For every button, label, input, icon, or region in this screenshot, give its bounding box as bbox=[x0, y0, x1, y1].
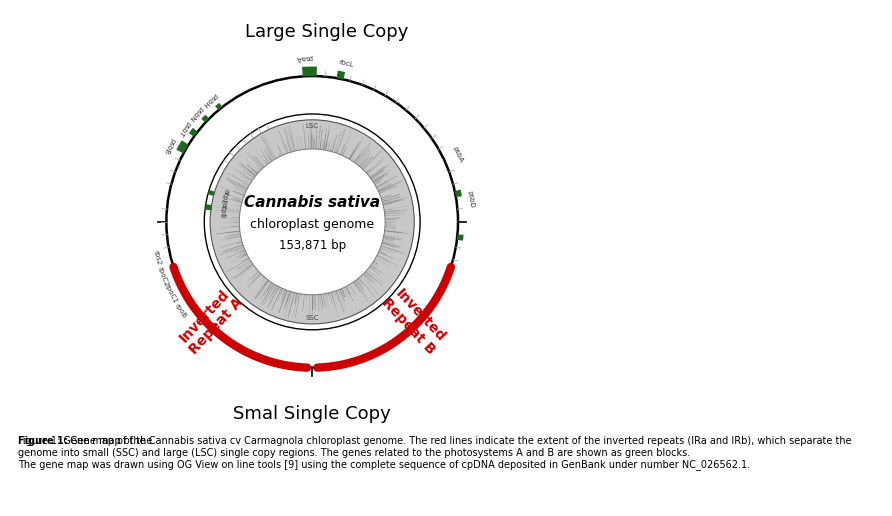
Polygon shape bbox=[189, 128, 198, 137]
Polygon shape bbox=[177, 140, 188, 153]
Text: psaA: psaA bbox=[295, 54, 312, 61]
Text: Figure 1:: Figure 1: bbox=[18, 436, 68, 446]
Text: rps2: rps2 bbox=[153, 250, 162, 266]
Text: Figure 1: Gene map of the Cannabis sativa cv Carmagnola chloroplast genome. The : Figure 1: Gene map of the Cannabis sativ… bbox=[18, 436, 852, 470]
Text: SSC: SSC bbox=[305, 315, 319, 321]
Polygon shape bbox=[336, 71, 345, 79]
Text: rpoC1: rpoC1 bbox=[163, 283, 178, 304]
Text: psbA: psbA bbox=[451, 145, 464, 163]
Text: Inverted
Repeat A: Inverted Repeat A bbox=[175, 285, 245, 358]
Polygon shape bbox=[215, 103, 222, 110]
Text: Cannabis sativa: Cannabis sativa bbox=[244, 196, 380, 211]
Polygon shape bbox=[208, 190, 215, 196]
Text: Inverted
Repeat B: Inverted Repeat B bbox=[379, 285, 450, 358]
Text: 153,871 bp: 153,871 bp bbox=[278, 239, 346, 252]
Text: psbB: psbB bbox=[162, 137, 176, 155]
Text: psbT: psbT bbox=[177, 120, 191, 137]
Text: psbD: psbD bbox=[467, 190, 475, 208]
Text: rbcL: rbcL bbox=[338, 59, 354, 68]
Circle shape bbox=[211, 120, 414, 324]
Circle shape bbox=[239, 149, 385, 295]
Text: Gene map of the: Gene map of the bbox=[67, 436, 155, 446]
Text: psbN: psbN bbox=[187, 105, 204, 122]
Polygon shape bbox=[202, 115, 210, 123]
Text: atpB: atpB bbox=[219, 202, 227, 219]
Text: LSC: LSC bbox=[306, 123, 318, 128]
Text: Large Single Copy: Large Single Copy bbox=[245, 23, 409, 41]
Text: rpoB: rpoB bbox=[173, 302, 187, 319]
Text: psbH: psbH bbox=[202, 92, 219, 108]
Text: chloroplast genome: chloroplast genome bbox=[250, 218, 375, 231]
Polygon shape bbox=[205, 204, 212, 211]
Text: Smal Single Copy: Smal Single Copy bbox=[234, 406, 391, 423]
Text: atpE: atpE bbox=[219, 188, 229, 205]
Polygon shape bbox=[302, 67, 317, 76]
Polygon shape bbox=[455, 190, 462, 197]
Polygon shape bbox=[457, 234, 464, 240]
Text: rpoC2: rpoC2 bbox=[156, 266, 169, 287]
